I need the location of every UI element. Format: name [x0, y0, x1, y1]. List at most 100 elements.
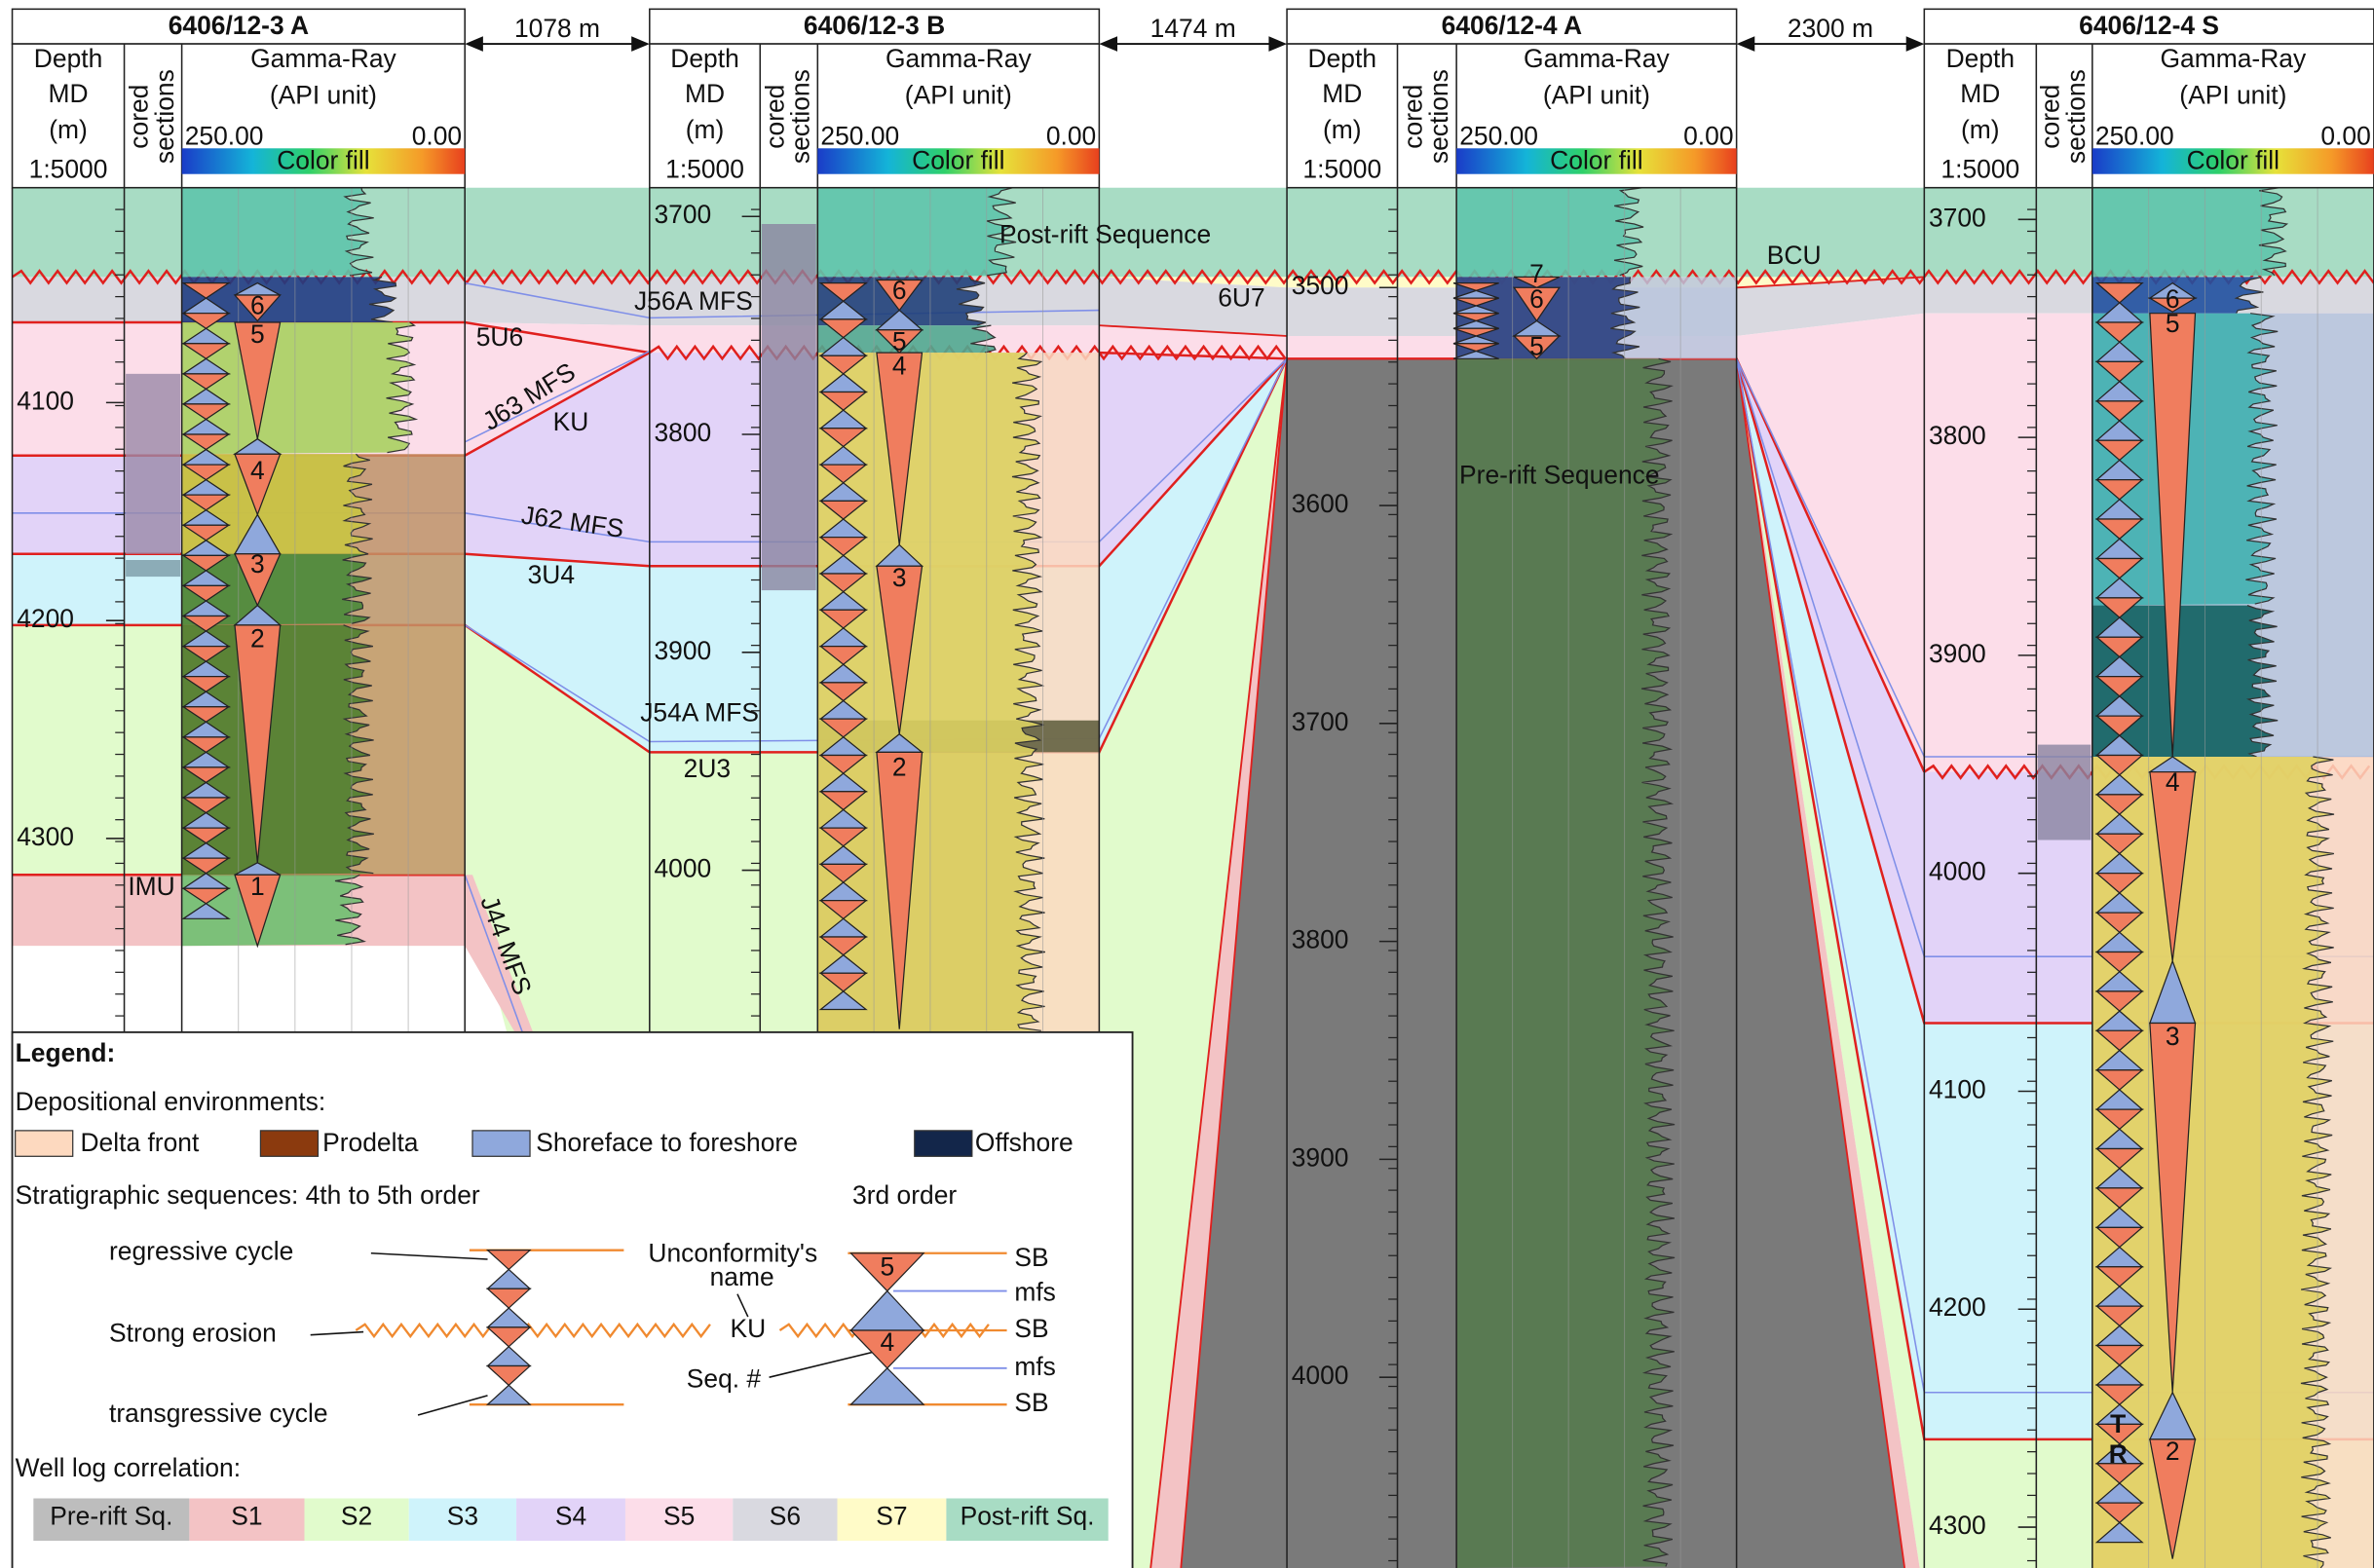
regressive-triangle	[2094, 400, 2144, 422]
gr-curve	[368, 276, 397, 323]
gr-curve	[342, 553, 372, 624]
surface-label: 2U3	[684, 754, 731, 783]
surface-label: IMU	[128, 872, 174, 901]
regressive-triangle	[181, 645, 231, 662]
surface-line	[1099, 324, 1288, 337]
gr-header: (API unit)	[2179, 80, 2286, 109]
regressive-triangle	[818, 645, 868, 666]
regressive-triangle	[2094, 1147, 2144, 1170]
depth-tick-label: 3900	[654, 636, 711, 665]
regressive-triangle	[818, 318, 868, 339]
well-title: 6406/12-4 S	[2079, 11, 2219, 40]
seq-no-label: Seq. #	[687, 1363, 762, 1393]
gr-scale-right: 0.00	[2320, 121, 2370, 150]
environment-label: Delta front	[80, 1128, 199, 1157]
gr-curve	[1013, 752, 1045, 1031]
arrow-head	[1099, 36, 1118, 52]
well	[126, 187, 466, 1032]
depth-header: MD	[1322, 79, 1362, 108]
surface-line	[1180, 358, 1288, 1568]
correlation-band	[465, 322, 650, 456]
distance-label: 2300 m	[1788, 14, 1873, 43]
regressive-triangle	[818, 936, 868, 956]
color-fill-label: Color fill	[2187, 145, 2280, 174]
regressive-triangle	[181, 887, 231, 905]
unit-swatch	[733, 1498, 838, 1542]
regressive-triangle	[234, 874, 282, 949]
regressive-triangle	[181, 797, 231, 814]
transgressive-triangle	[848, 1366, 925, 1405]
sequence-number: 2	[250, 623, 265, 653]
sequence-number: 2	[892, 752, 907, 781]
correlation-band	[1099, 187, 1288, 278]
unconformity-line	[11, 269, 2374, 285]
sequence-number: 4	[250, 456, 265, 485]
unit-label: S3	[447, 1502, 478, 1531]
sequence-number: 6	[250, 290, 265, 319]
sequence-number: 4	[2166, 767, 2180, 797]
regressive-triangle	[1452, 327, 1499, 337]
sequence-number: 1	[250, 872, 265, 901]
surface-label: 5U6	[476, 322, 523, 352]
seq-example: 5	[880, 1251, 894, 1281]
regressive-triangle	[1452, 281, 1499, 292]
regressive-triangle	[818, 791, 868, 811]
depth-header: MD	[1960, 79, 2000, 108]
gr-scale-left: 250.00	[820, 121, 899, 150]
gr-header: (API unit)	[270, 80, 377, 109]
trend-mark: R	[2109, 1439, 2128, 1469]
cored-header: cored	[125, 85, 154, 149]
regressive-triangle	[181, 736, 231, 754]
sequence-number: 5	[2166, 309, 2180, 338]
unit-swatch	[33, 1498, 190, 1542]
unit-swatch	[624, 1498, 734, 1542]
surface-label: 3U4	[528, 560, 575, 589]
gr-scale-right: 0.00	[412, 121, 462, 150]
cored-section	[126, 373, 181, 554]
trend-mark: T	[2110, 1409, 2126, 1438]
transgressive-triangle	[485, 1384, 532, 1405]
sequence-number: 4	[892, 352, 907, 381]
depth-tick-label: 4000	[1929, 857, 1986, 886]
leader-line	[417, 1395, 488, 1416]
regressive-triangle	[2094, 1502, 2144, 1524]
regressive-triangle	[2094, 873, 2144, 894]
gr-scale-left: 250.00	[1459, 121, 1538, 150]
unit-label: S2	[341, 1502, 372, 1531]
regressive-triangle	[2094, 1423, 2144, 1445]
environment-label: Prodelta	[322, 1128, 419, 1157]
arrow-head	[1905, 36, 1925, 52]
transgressive-triangle	[2094, 1521, 2144, 1544]
gr-scale-left: 250.00	[185, 121, 264, 150]
regressive-triangle	[485, 1288, 532, 1309]
regressive-triangle	[181, 615, 231, 632]
sequence-number: 3	[892, 563, 907, 592]
color-fill-label: Color fill	[912, 145, 1004, 174]
regressive-triangle	[2094, 1266, 2144, 1288]
regressive-triangle	[2094, 557, 2144, 579]
regressive-triangle	[181, 676, 231, 692]
gr-header: Gamma-Ray	[2161, 44, 2307, 73]
sequence-number: 6	[1529, 284, 1544, 314]
regressive-triangle	[876, 751, 923, 1029]
depth-tick-label: 3800	[654, 418, 711, 447]
regressive-triangle	[2094, 833, 2144, 855]
regressive-triangle	[1452, 297, 1499, 307]
regressive-triangle	[875, 329, 924, 354]
color-fill-label: Color fill	[1550, 145, 1642, 174]
surface-key: mfs	[1014, 1278, 1056, 1307]
regressive-triangle	[818, 609, 868, 629]
gr-curve	[342, 624, 374, 875]
regressive-triangle	[2094, 912, 2144, 934]
regressive-triangle	[2147, 297, 2198, 313]
environment-label: Offshore	[975, 1128, 1074, 1157]
correlation-band	[1736, 358, 1925, 1568]
gr-header: Gamma-Ray	[250, 44, 396, 73]
title-box	[649, 8, 1101, 45]
distance-label: 1474 m	[1150, 14, 1236, 43]
cored-section	[126, 560, 181, 578]
depth-header: Depth	[1946, 44, 2015, 73]
environment-swatch	[914, 1130, 973, 1157]
correlation-band	[465, 553, 650, 753]
depth-tick-label: 3700	[1292, 707, 1349, 736]
